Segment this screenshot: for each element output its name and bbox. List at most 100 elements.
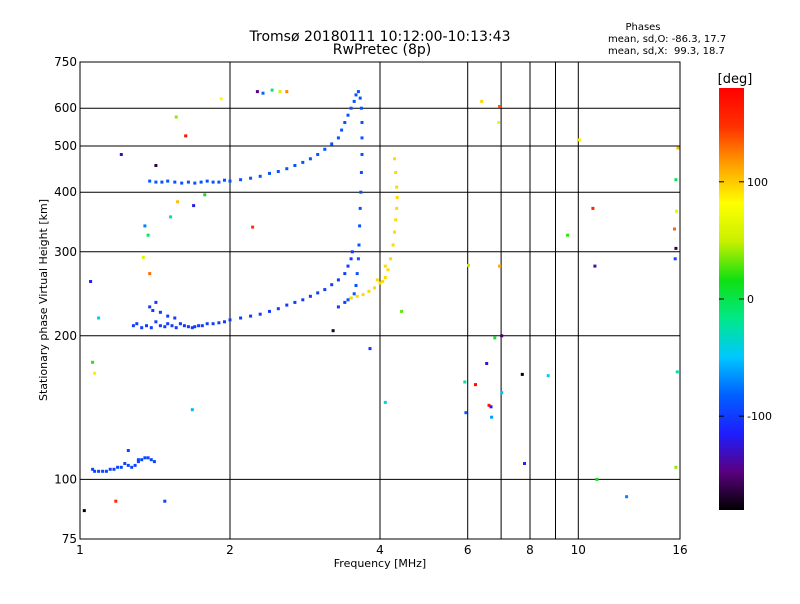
y-tick-label: 400 [54,185,77,199]
echo-point [368,347,372,351]
echo-point [148,272,152,276]
echo-point [276,170,280,173]
echo-point [355,294,359,298]
echo-point [349,296,353,300]
echo-point [89,280,93,283]
echo-point [360,136,364,140]
echo-point [394,218,398,222]
echo-point [249,176,253,180]
echo-point [359,190,363,194]
y-tick-label: 200 [54,329,77,343]
echo-point [97,469,101,473]
echo-point [336,278,340,282]
echo-point [268,171,271,175]
echo-point [674,246,678,250]
echo-point [169,215,173,219]
echo-point [395,196,399,199]
echo-point [358,206,362,210]
echo-point [149,326,153,330]
echo-point [104,469,108,473]
echo-point [154,180,158,184]
echo-point [350,250,354,254]
echo-point [361,293,365,297]
echo-point [149,458,153,462]
echo-point [308,157,312,161]
echo-point [395,206,399,210]
x-axis-label: Frequency [MHz] [334,557,426,570]
echo-point [356,257,360,261]
echo-point [487,403,491,407]
echo-point [490,415,494,419]
echo-point [676,146,680,150]
y-axis-label: Stationary phase Virtual Height [km] [37,199,50,401]
echo-point [520,372,524,376]
echo-traces [82,88,680,513]
echo-point [174,326,178,330]
echo-point [360,153,364,156]
echo-point [346,113,350,117]
echo-point [143,224,147,228]
stats-o-line: mean, sd,O: -86.3, 17.7 [608,34,726,45]
echo-point [323,288,327,292]
echo-point [391,243,395,247]
echo-point [146,456,150,460]
echo-point [293,164,297,167]
chart-subtitle: RwPretec (8p) [333,42,431,58]
echo-point [158,310,162,314]
echo-point [239,178,243,182]
echo-point [186,325,190,329]
echo-point [203,193,207,197]
echo-point [349,257,353,261]
echo-point [500,391,504,395]
echo-point [593,264,597,268]
y-tick-label: 600 [54,101,77,115]
echo-point [154,320,158,324]
echo-point [467,263,470,267]
echo-point [154,164,158,167]
echo-point [205,179,209,183]
echo-point [323,147,327,151]
echo-point [270,88,274,92]
echo-point [197,324,201,328]
echo-point [223,320,226,324]
echo-point [356,90,360,94]
echo-point [373,286,376,290]
echo-point [493,336,497,340]
echo-point [278,90,282,94]
echo-point [673,227,676,231]
echo-point [354,284,358,287]
echo-point [154,300,158,304]
echo-point [464,411,468,415]
echo-point [182,324,186,328]
echo-point [316,153,320,156]
echo-point [358,96,362,100]
echo-point [151,309,155,312]
echo-point [163,499,167,503]
echo-point [136,460,140,464]
echo-point [591,206,595,210]
echo-point [186,180,190,184]
echo-point [126,449,130,452]
y-tick-labels: 75 100 200 300 400 500 600 750 [54,55,77,546]
echo-point [367,289,371,293]
chart-title: Tromsø 20180111 10:12:00-10:13:43 [249,29,511,45]
echo-point [148,179,152,183]
echo-point [673,257,677,261]
x-tick-label: 6 [464,543,472,557]
echo-point [123,462,127,465]
echo-point [255,90,259,94]
echo-point [163,325,167,329]
echo-point [674,178,678,182]
echo-point [381,280,385,283]
echo-point [393,157,397,161]
echo-point [489,405,493,409]
echo-point [158,324,162,328]
echo-point [166,322,170,326]
echo-point [91,360,95,364]
echo-point [308,294,312,298]
echo-point [184,134,188,138]
echo-point [498,264,502,268]
echo-point [358,224,362,228]
echo-point [331,329,335,333]
